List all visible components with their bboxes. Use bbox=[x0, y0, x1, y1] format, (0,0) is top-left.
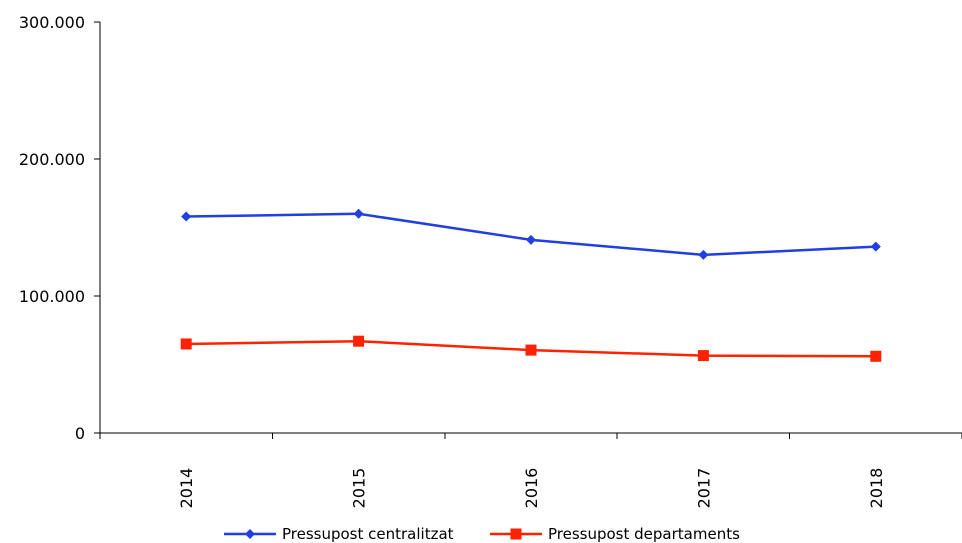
series-line bbox=[186, 212, 876, 257]
data-point bbox=[526, 234, 536, 245]
legend-item: Pressupost centralitzat bbox=[224, 525, 454, 543]
x-tick-label: 2014 bbox=[177, 468, 196, 509]
legend: Pressupost centralitzat Pressupost depart… bbox=[224, 525, 740, 543]
data-point bbox=[870, 350, 882, 362]
data-point bbox=[180, 338, 192, 350]
y-tick-label: 200.000 bbox=[19, 150, 85, 169]
y-tick-label: 100.000 bbox=[19, 287, 85, 306]
legend-item: Pressupost departaments bbox=[490, 525, 740, 543]
y-tick-label: 0 bbox=[75, 424, 85, 443]
data-point bbox=[181, 211, 192, 222]
data-point bbox=[353, 335, 365, 347]
data-point bbox=[525, 344, 537, 356]
series-0 bbox=[181, 208, 881, 260]
legend-marker bbox=[510, 528, 522, 540]
series-group bbox=[180, 208, 882, 362]
x-tick-label: 2017 bbox=[694, 468, 713, 509]
x-tick-label: 2018 bbox=[867, 468, 886, 509]
data-point bbox=[870, 241, 881, 252]
data-point bbox=[353, 208, 364, 219]
data-point bbox=[698, 249, 709, 260]
series-1 bbox=[180, 335, 882, 362]
data-point bbox=[697, 350, 709, 362]
x-tick-label: 2015 bbox=[350, 468, 369, 509]
x-tick-label: 2016 bbox=[522, 468, 541, 509]
legend-label: Pressupost departaments bbox=[548, 525, 740, 543]
x-axis-ticks: 2014 2015 2016 2017 2018 bbox=[99, 433, 962, 509]
legend-label: Pressupost centralitzat bbox=[282, 525, 454, 543]
y-tick-label: 300.000 bbox=[19, 13, 85, 32]
legend-marker bbox=[245, 529, 255, 539]
y-axis-ticks: 0 100.000 200.000 300.000 bbox=[19, 13, 100, 443]
axes bbox=[99, 22, 962, 434]
